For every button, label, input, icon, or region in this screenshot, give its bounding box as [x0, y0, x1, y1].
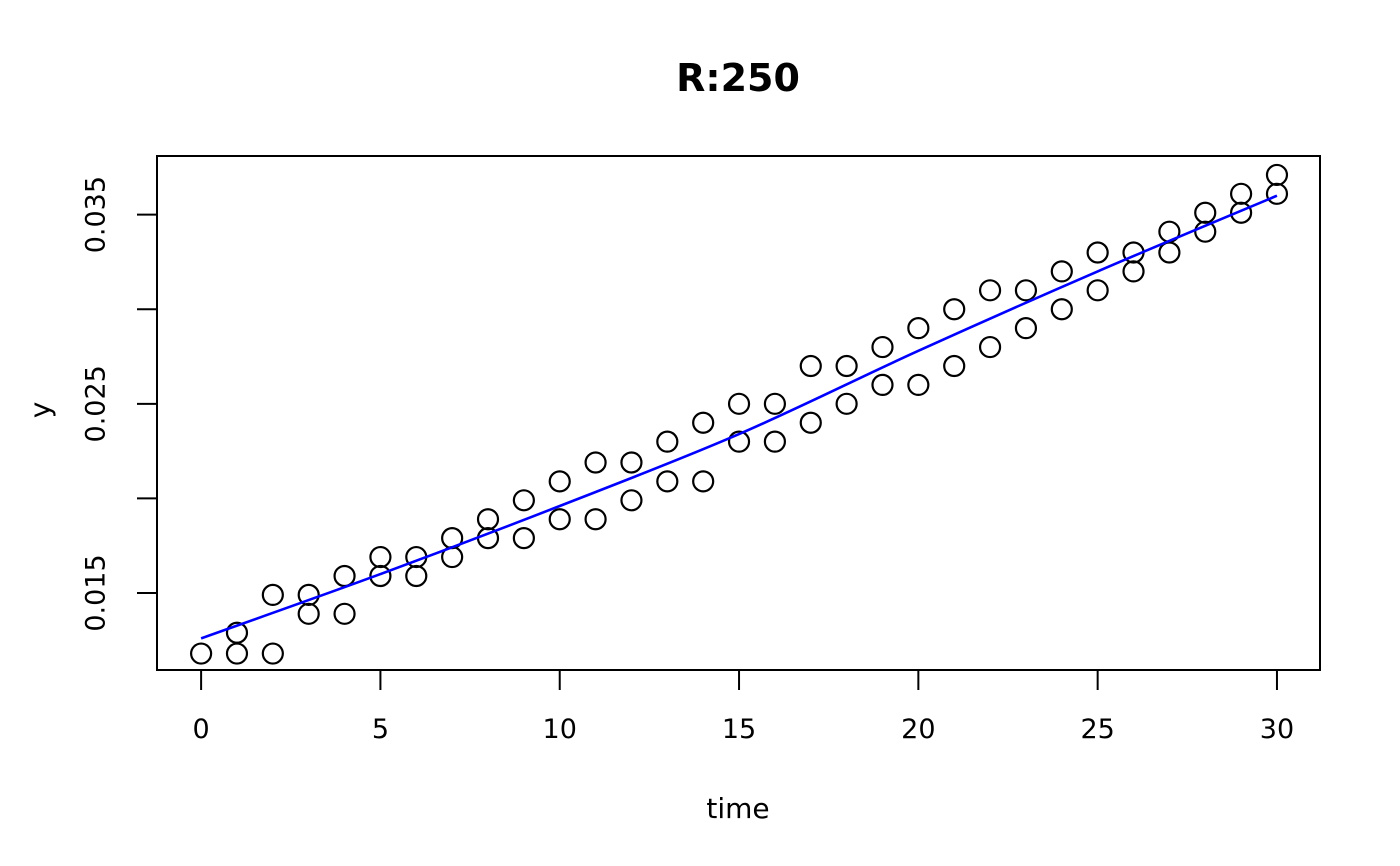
x-tick-label: 25: [1080, 714, 1114, 745]
data-point: [656, 430, 679, 453]
data-point: [369, 564, 392, 588]
data-point: [871, 373, 894, 397]
x-tick-label: 10: [543, 714, 577, 745]
data-point: [512, 527, 535, 550]
data-point: [548, 508, 571, 531]
x-tick-label: 15: [722, 714, 756, 745]
data-point: [1014, 279, 1038, 302]
data-point: [261, 642, 284, 665]
data-point: [620, 489, 643, 512]
data-point: [1050, 298, 1073, 321]
data-point: [656, 470, 679, 493]
data-point: [907, 373, 930, 397]
data-point: [405, 564, 428, 588]
data-point: [727, 430, 751, 453]
data-point: [692, 411, 715, 434]
data-point: [1122, 260, 1145, 283]
data-point: [512, 489, 535, 512]
data-point: [225, 642, 249, 665]
data-point: [978, 279, 1002, 302]
data-point: [476, 508, 500, 531]
data-point: [1194, 201, 1217, 224]
data-point: [1086, 241, 1109, 264]
x-tick-label: 20: [901, 714, 935, 745]
x-axis-label: time: [706, 792, 769, 825]
data-point: [1265, 182, 1289, 205]
data-point: [763, 430, 786, 453]
y-tick-label: 0.035: [81, 176, 112, 253]
x-tick-label: 30: [1260, 714, 1294, 745]
data-point: [871, 335, 894, 359]
y-axis-label: y: [24, 402, 57, 419]
data-point: [1230, 182, 1253, 205]
x-tick-label: 5: [372, 714, 389, 745]
data-point: [297, 602, 320, 625]
data-point: [835, 392, 858, 415]
data-point: [584, 508, 607, 531]
data-point: [943, 298, 966, 321]
data-point: [333, 602, 356, 625]
data-point: [1265, 163, 1289, 187]
y-tick-label: 0.025: [81, 365, 112, 442]
data-point: [548, 470, 571, 493]
data-point: [190, 642, 213, 665]
data-point: [943, 354, 966, 378]
fit-line: [200, 194, 1278, 640]
data-point: [1158, 241, 1181, 264]
data-point: [799, 411, 822, 434]
y-tick-label: 0.015: [81, 554, 112, 631]
data-point: [763, 392, 786, 415]
data-point: [333, 564, 356, 588]
data-point: [692, 470, 715, 493]
data-point: [584, 451, 607, 474]
data-point: [907, 317, 930, 340]
data-point: [1194, 220, 1217, 243]
data-point: [1086, 279, 1109, 302]
data-point: [1014, 317, 1038, 340]
data-point: [835, 354, 858, 378]
scatter-points: [190, 163, 1289, 665]
chart-title: R:250: [676, 56, 800, 100]
x-axis-ticks: 0 5 10 15 20 25 30: [193, 670, 1294, 745]
data-point: [1230, 201, 1253, 224]
y-axis-ticks: 0.015 0.025 0.035: [81, 176, 157, 632]
data-point: [1050, 260, 1073, 283]
data-point: [261, 583, 284, 606]
data-point: [978, 335, 1002, 359]
data-point: [727, 392, 751, 415]
data-point: [799, 354, 822, 378]
data-point: [369, 545, 392, 569]
data-point: [620, 451, 643, 474]
x-tick-label: 0: [193, 714, 210, 745]
